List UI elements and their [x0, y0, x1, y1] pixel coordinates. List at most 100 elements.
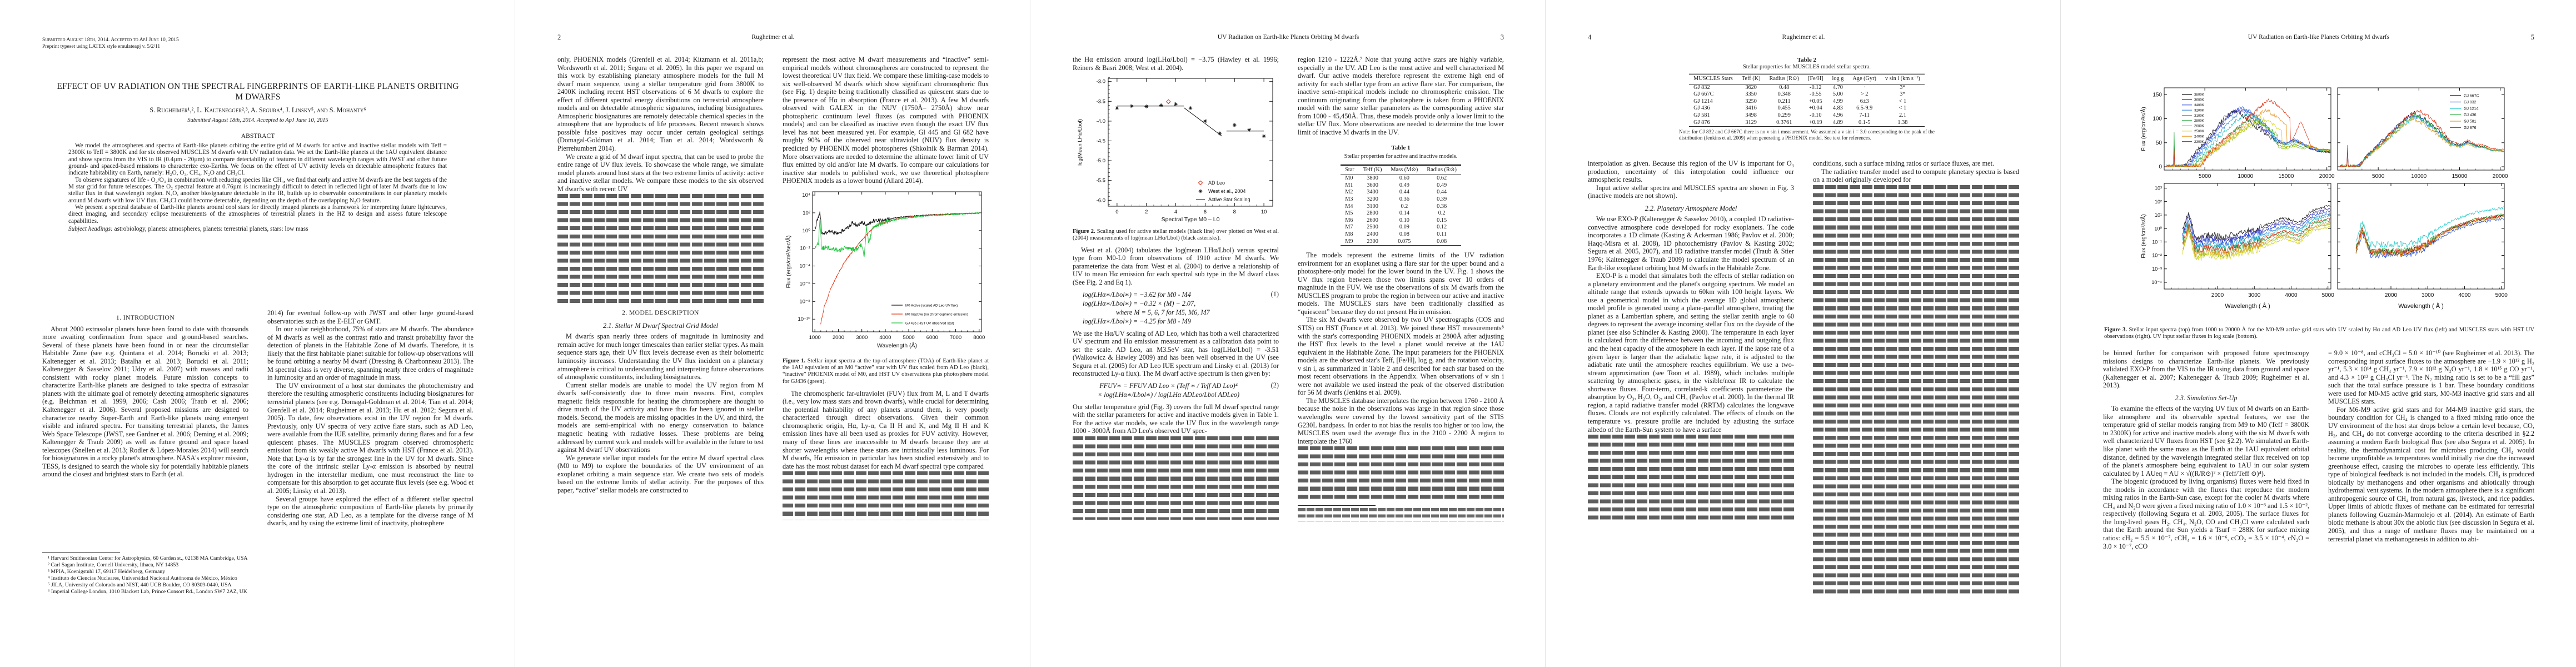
column-header: Teff (K) — [1358, 165, 1387, 176]
column-header: Age (Gyr) — [1848, 73, 1881, 84]
svg-text:Wavelength ( Å ): Wavelength ( Å ) — [2398, 302, 2444, 310]
svg-text:2000: 2000 — [2385, 292, 2398, 298]
svg-text:2: 2 — [1145, 209, 1148, 215]
figure-2: -3.0 -3.5 -4.0 -4.5 -5.0 -5.5 -6.0 0 2 4 6 8 10 Spect… — [1073, 74, 1279, 227]
abstract-paragraph: We present a spectral database of Earth-… — [68, 204, 447, 225]
figure-3: 5000 10000 15000 20000 0 50 100 150 Flux (erg/cm… — [2139, 86, 2512, 326]
affiliation: ¹ Harvard Smithsonian Center for Astroph… — [48, 555, 248, 561]
svg-text:20000: 20000 — [2319, 173, 2335, 180]
affiliation: ³ MPIA, Koenigstuhl 17, 69117 Heidelberg… — [48, 569, 166, 575]
svg-text:West et al., 2004: West et al., 2004 — [1208, 188, 1245, 194]
svg-text:10⁻¹⁰: 10⁻¹⁰ — [798, 316, 810, 322]
table-1-grid: Star Teff (K) Mass (M⊙) Radius (R⊙) M0 3800 0.… — [1341, 163, 1461, 246]
greeked-text-block — [557, 194, 764, 305]
svg-text:10²: 10² — [803, 210, 810, 216]
figure-1-plot: 10⁴ 10² 10⁰ 10⁻² 10⁻⁴ 10⁻⁶ 10⁻⁸ 10⁻¹⁰ 1000 2000 30… — [785, 191, 985, 349]
page3-running-header: UV Radiation on Earth-like Planets Orbit… — [1073, 33, 1504, 43]
svg-text:10⁻⁶: 10⁻⁶ — [800, 281, 811, 287]
svg-text:GJ 876: GJ 876 — [2464, 126, 2477, 130]
column-header: v sin i (km s⁻¹) — [1880, 73, 1925, 84]
table-row: M5 2800 0.14 0.2 — [1345, 210, 1446, 217]
svg-text:3000: 3000 — [2248, 292, 2261, 298]
svg-text:Flux (erg/cm²/s/Å): Flux (erg/cm²/s/Å) — [2140, 214, 2147, 258]
body-paragraph: The six M dwarfs were observed by two UV… — [1298, 316, 1504, 397]
body-paragraph: the Hα emission around log(LHα/Lbol) = −… — [1073, 56, 1279, 72]
svg-text:5000: 5000 — [2495, 292, 2508, 298]
equation-2: FFUV∗ = FFUV AD Leo × (Teff ∗ / Teff AD … — [1073, 381, 1279, 399]
svg-text:-5.5: -5.5 — [1097, 178, 1105, 184]
table-1-title: Table 1 — [1391, 145, 1411, 152]
equation-1: log(LHα∗/Lbol∗) = −3.62 for M0 - M4 log(… — [1073, 290, 1279, 326]
page-3: UV Radiation on Earth-like Planets Orbit… — [1030, 0, 1546, 667]
svg-text:3200K: 3200K — [2194, 108, 2205, 112]
body-paragraph: M dwarfs span nearly three orders of mag… — [557, 332, 764, 381]
page4-running-header: 4 Rugheimer et al. — [1588, 33, 2019, 43]
subject-headings: Subject headings: astrobiology, planets:… — [68, 226, 447, 232]
svg-text:GJ 436 (HST UV observed star): GJ 436 (HST UV observed star) — [905, 321, 954, 325]
svg-text:2800K: 2800K — [2194, 119, 2205, 123]
svg-text:3000: 3000 — [856, 335, 868, 341]
svg-text:4000: 4000 — [2458, 292, 2471, 298]
greeked-text-block — [1588, 435, 1794, 524]
paper-title-line2: M DWARFS — [235, 92, 281, 102]
greeked-text-block — [783, 471, 989, 521]
svg-text:10³: 10³ — [2155, 186, 2162, 191]
svg-text:Wavelength ( Å ): Wavelength ( Å ) — [2225, 302, 2270, 310]
svg-text:2000: 2000 — [833, 335, 844, 341]
abstract-heading: ABSTRACT — [241, 132, 275, 140]
affiliation: ⁶ Imperial College London, 1010 Blackett… — [48, 589, 247, 595]
section-2-3-heading: 2.3. Simulation Set-Up — [2175, 394, 2238, 402]
body-paragraph: West et al. (2004) tabulates the log(mea… — [1073, 246, 1279, 287]
equation-number: (1) — [1270, 290, 1279, 298]
preprint-line: Preprint typeset using LATEX style emula… — [42, 44, 161, 49]
svg-text:GJ 436: GJ 436 — [2464, 113, 2477, 117]
svg-text:4000: 4000 — [2285, 292, 2298, 298]
table-2-subtitle: Stellar properties for MUSCLES model ste… — [1742, 64, 1871, 70]
table-row: M7 2500 0.09 0.12 — [1345, 224, 1447, 231]
table-2-title: Table 2 — [1797, 57, 1817, 63]
body-paragraph: We use the Hα/UV scaling of AD Leo, whic… — [1073, 329, 1279, 378]
svg-text:10000: 10000 — [2238, 173, 2253, 180]
page4-right-column: conditions, such a surface mixing ratios… — [1813, 160, 2019, 639]
svg-text:AD Leo: AD Leo — [1208, 180, 1225, 186]
section-2-2-heading: 2.2. Planetary Atmosphere Model — [1645, 204, 1737, 212]
table-row: GJ 581 3498 0.299 -0.10 4.96 7-11 2.1 — [1693, 112, 1906, 118]
greeked-text-block — [1073, 436, 1279, 520]
table-1: Table 1 Stellar properties for active an… — [1298, 144, 1504, 246]
svg-text:10⁰: 10⁰ — [2154, 226, 2162, 231]
column-header: Star — [1341, 165, 1359, 176]
figure-1-caption: Figure 1. Stellar input spectra at the t… — [783, 358, 989, 385]
svg-text:log(Mean LHα/Lbol): log(Mean LHα/Lbol) — [1077, 119, 1083, 166]
svg-text:-3.5: -3.5 — [1097, 98, 1105, 104]
svg-text:M0 Inactive (no chromospheric: M0 Inactive (no chromospheric emission) — [905, 312, 968, 316]
svg-text:-6.0: -6.0 — [1097, 197, 1105, 203]
abstract: We model the atmospheres and spectra of … — [68, 142, 447, 232]
body-paragraph: The radiative transfer model used to com… — [1813, 167, 2019, 184]
body-paragraph: 2014) for eventual follow-up with JWST a… — [267, 309, 474, 325]
table-2-grid: MUSCLES Stars Teff (K) Radius (R⊙) [Fe/H] lo… — [1689, 73, 1925, 127]
svg-text:3100K: 3100K — [2194, 114, 2205, 118]
body-paragraph: To examine the effects of the varying UV… — [2103, 405, 2309, 477]
body-paragraph: For M6-M9 active grid stars and for M4-M… — [2328, 405, 2534, 543]
svg-text:Wavelength (Å): Wavelength (Å) — [877, 342, 917, 349]
greeked-text-block — [1813, 185, 2019, 598]
page-number: 5 — [2530, 33, 2534, 41]
submitted-line: Submitted August 18th, 2014. Accepted to… — [42, 37, 179, 43]
submission-date: Submitted August 18th, 2014. Accepted to… — [187, 117, 328, 123]
svg-text:10⁻⁸: 10⁻⁸ — [799, 298, 810, 305]
svg-text:5000: 5000 — [2199, 173, 2211, 180]
svg-text:10000: 10000 — [2411, 173, 2426, 180]
figure-1-caption-text: Stellar input spectra at the top-of-atmo… — [783, 358, 989, 385]
svg-text:3600K: 3600K — [2194, 98, 2205, 102]
column-header: Mass (M⊙) — [1386, 165, 1423, 176]
svg-text:-4.0: -4.0 — [1097, 118, 1105, 125]
svg-text:2400K: 2400K — [2194, 135, 2205, 138]
svg-text:2000: 2000 — [2211, 292, 2224, 298]
body-paragraph: We use EXO-P (Kaltenegger & Sasselov 201… — [1588, 215, 1794, 272]
svg-text:5000: 5000 — [2322, 292, 2335, 298]
svg-text:150: 150 — [2153, 92, 2162, 98]
page2-left-column: only, PHOENIX models (Grenfell et al. 20… — [557, 56, 764, 640]
table-1-subtitle: Stellar properties for active and inacti… — [1344, 153, 1458, 160]
table-row: GJ 832 3620 0.48 -0.12 4.70 · 3* — [1693, 84, 1906, 91]
svg-text:-5.0: -5.0 — [1097, 158, 1105, 164]
